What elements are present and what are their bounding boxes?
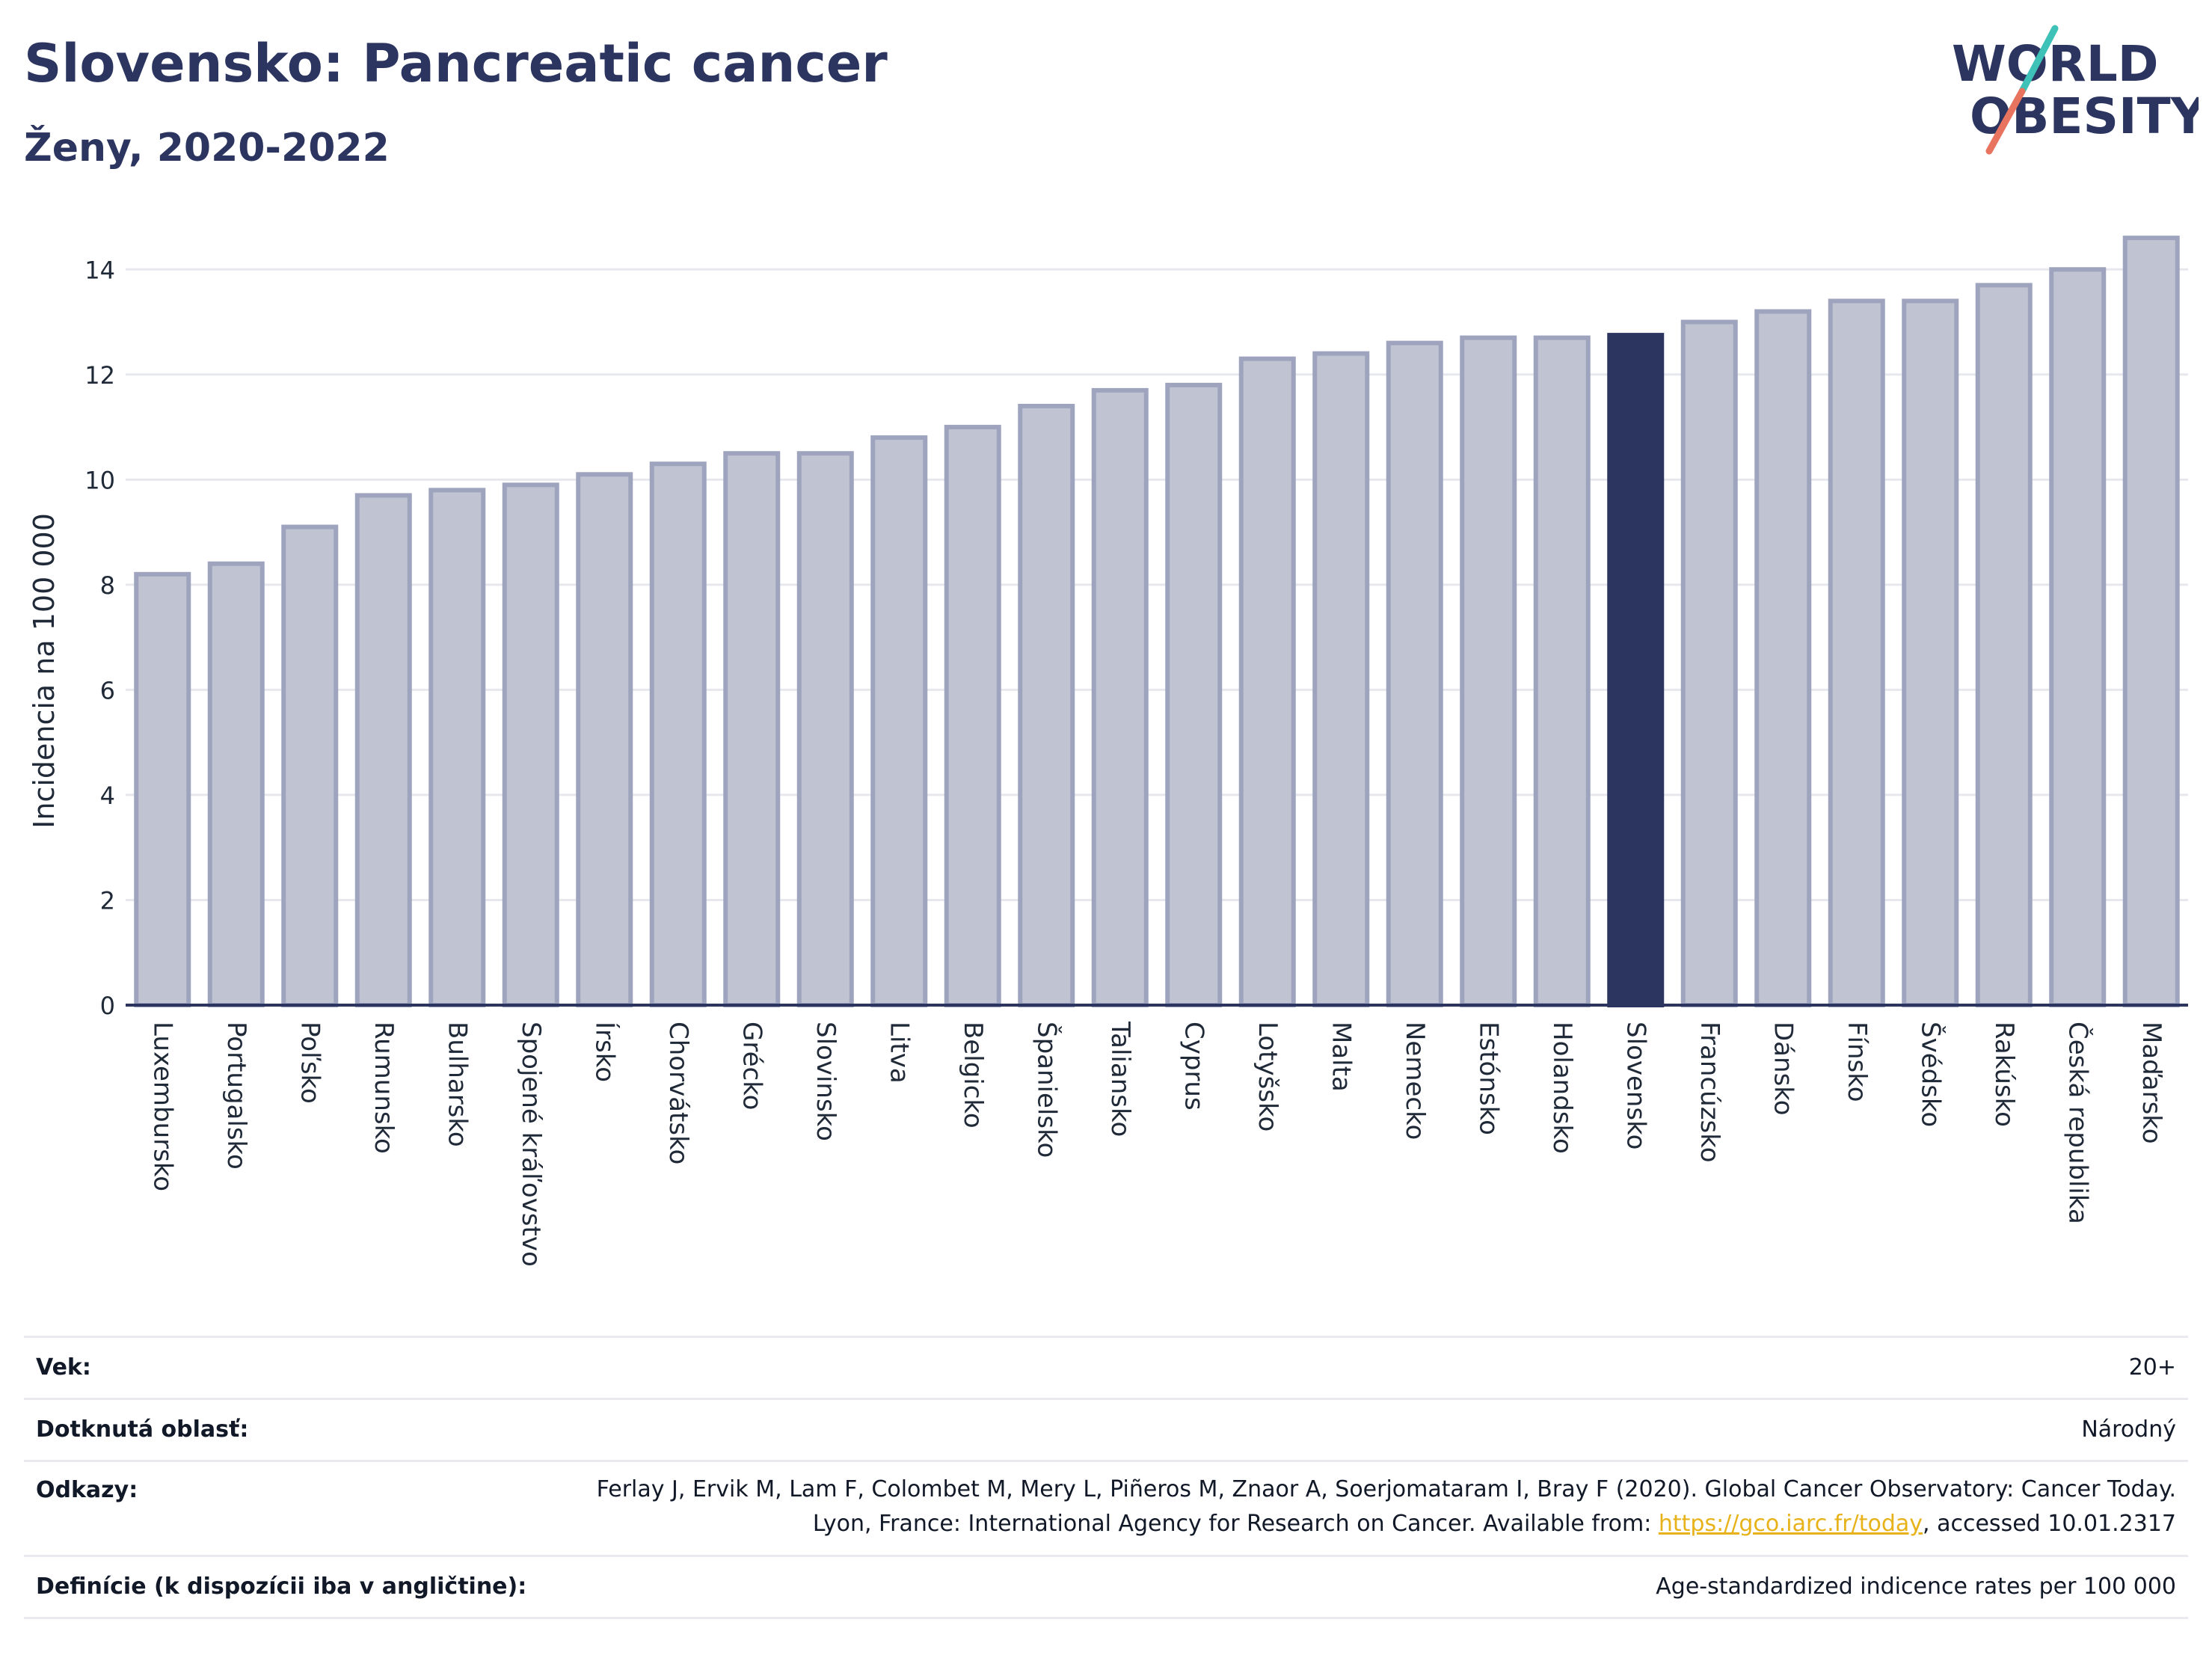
meta-value-references: Ferlay J, Ervik M, Lam F, Colombet M, Me… — [531, 1473, 2176, 1541]
x-tick-label: Írsko — [589, 1022, 620, 1082]
x-tick-label: Španielsko — [1031, 1022, 1062, 1158]
x-tick-label: Taliansko — [1105, 1021, 1135, 1137]
y-tick-label: 12 — [85, 361, 115, 390]
x-tick-label: Litva — [884, 1022, 914, 1084]
bar — [1386, 340, 1443, 1007]
reference-text: Ferlay J, Ervik M, Lam F, Colombet M, Me… — [596, 1476, 2176, 1537]
x-tick-label: Malta — [1326, 1022, 1356, 1092]
meta-value-area: Národný — [2081, 1416, 2176, 1443]
x-tick-label: Cyprus — [1179, 1022, 1208, 1111]
x-tick-label: Nemecko — [1400, 1022, 1430, 1140]
x-tick-label: Estónsko — [1473, 1022, 1503, 1135]
bar — [134, 571, 191, 1007]
bar — [1902, 298, 1959, 1007]
world-obesity-logo: WORLD OBESITY — [1952, 25, 2199, 155]
y-tick-label: 4 — [100, 782, 115, 810]
bar — [796, 451, 854, 1007]
x-tick-label: Rumunsko — [369, 1022, 399, 1154]
meta-row-area: Dotknutá oblasť: Národný — [24, 1400, 2188, 1462]
y-axis-label: Incidencia na 100 000 — [28, 513, 61, 829]
y-tick-label: 6 — [100, 676, 115, 704]
y-tick-label: 8 — [100, 571, 115, 600]
bar — [576, 472, 633, 1007]
bar — [1533, 335, 1591, 1007]
bar — [1460, 335, 1517, 1007]
x-tick-label: Lotyšsko — [1253, 1022, 1282, 1132]
bar — [281, 524, 339, 1007]
x-tick-label: Grécko — [737, 1022, 766, 1110]
x-tick-label: Slovinsko — [811, 1022, 841, 1141]
x-tick-label: Francúzsko — [1695, 1022, 1724, 1163]
y-tick-label: 2 — [100, 886, 115, 915]
meta-label-age: Vek: — [36, 1354, 91, 1381]
meta-row-references: Odkazy: Ferlay J, Ervik M, Lam F, Colomb… — [24, 1462, 2188, 1557]
bar — [2122, 236, 2180, 1007]
x-tick-label: Holandsko — [1547, 1022, 1577, 1154]
bar — [1091, 387, 1149, 1007]
y-tick-label: 14 — [85, 256, 115, 284]
bar — [1975, 283, 2033, 1007]
x-tick-label: Poľsko — [295, 1022, 325, 1104]
reference-link[interactable]: https://gco.iarc.fr/today — [1658, 1511, 1923, 1537]
x-tick-label: Bulharsko — [442, 1022, 472, 1147]
x-tick-label: Portugalsko — [221, 1022, 251, 1170]
y-tick-label: 10 — [85, 466, 115, 494]
bar — [723, 451, 781, 1007]
meta-label-definitions: Definície (k dispozícii iba v angličtine… — [36, 1573, 527, 1600]
bar — [1828, 298, 1885, 1007]
meta-value-definitions: Age-standardized indicence rates per 100… — [1656, 1573, 2176, 1600]
meta-value-age: 20+ — [2128, 1354, 2176, 1381]
bar — [944, 425, 1001, 1007]
logo-slash-teal — [2018, 25, 2059, 95]
reference-accessed: , accessed 10.01.2317 — [1923, 1511, 2176, 1537]
metadata-table: Vek: 20+ Dotknutá oblasť: Národný Odkazy… — [24, 1336, 2188, 1619]
bar — [1165, 382, 1223, 1007]
bar — [502, 482, 559, 1007]
page-title: Slovensko: Pancreatic cancer — [24, 33, 888, 94]
y-tick-label: 0 — [100, 992, 115, 1020]
meta-row-definitions: Definície (k dispozícii iba v angličtine… — [24, 1557, 2188, 1619]
x-tick-label: Chorvátsko — [663, 1022, 693, 1164]
page-subtitle: Ženy, 2020-2022 — [24, 126, 390, 171]
x-tick-label: Švédsko — [1915, 1022, 1946, 1127]
x-tick-label: Slovensko — [1620, 1022, 1650, 1149]
x-tick-label: Dánsko — [1768, 1022, 1798, 1116]
meta-row-age: Vek: 20+ — [24, 1338, 2188, 1400]
bar — [1238, 356, 1296, 1008]
x-tick-label: Rakúsko — [1989, 1022, 2019, 1127]
logo-text-world: WORLD — [1952, 35, 2159, 93]
bar — [2049, 267, 2107, 1007]
bar — [649, 461, 707, 1007]
bar — [870, 435, 928, 1007]
bar — [354, 493, 412, 1007]
meta-label-area: Dotknutá oblasť: — [36, 1416, 249, 1443]
bar — [1680, 319, 1738, 1007]
bar — [428, 488, 486, 1007]
x-tick-label: Fínsko — [1842, 1022, 1872, 1102]
bar — [1312, 351, 1370, 1007]
bar — [1607, 333, 1665, 1008]
bar — [1754, 309, 1812, 1008]
bar-chart: 0 2 4 6 8 10 12 14 Incidencia na 100 000 Luxembur… — [28, 236, 2188, 1267]
bar — [207, 561, 265, 1007]
x-tick-label: Belgicko — [958, 1022, 988, 1129]
x-tick-label: Spojené kráľovstvo — [516, 1022, 546, 1267]
x-tick-label: Luxembursko — [147, 1022, 177, 1191]
x-tick-label: Česká republika — [2062, 1022, 2093, 1224]
bar — [1018, 403, 1075, 1007]
meta-label-references: Odkazy: — [36, 1477, 138, 1503]
logo-slash-red — [1985, 87, 2026, 155]
x-tick-label: Maďarsko — [2136, 1022, 2166, 1144]
